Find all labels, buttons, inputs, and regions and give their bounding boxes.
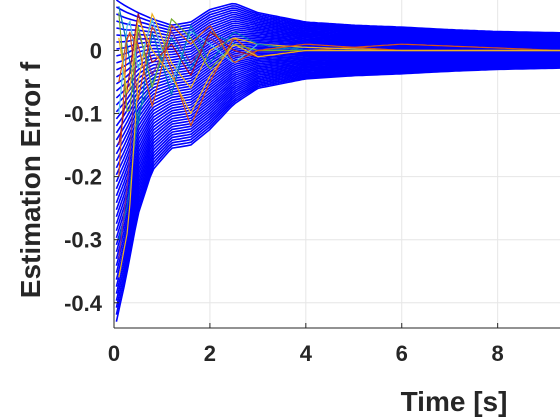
x-tick-label-0: 0 bbox=[108, 341, 120, 366]
y-axis-label: Estimation Error f bbox=[15, 61, 46, 298]
band-line-15 bbox=[115, 55, 560, 218]
band-line-39 bbox=[116, 18, 560, 50]
x-axis-label: Time [s] bbox=[401, 386, 508, 417]
band-line-11 bbox=[115, 58, 560, 246]
band-line-46 bbox=[115, 0, 560, 34]
band-line-4 bbox=[115, 64, 560, 294]
y-tick-label-4: -0.4 bbox=[64, 291, 103, 316]
series-group bbox=[118, 6, 560, 278]
band-line-32 bbox=[115, 33, 560, 99]
series-line-11 bbox=[118, 17, 560, 115]
y-tick-label-3: -0.3 bbox=[64, 228, 102, 253]
y-tick-labels: 0 -0.1 -0.2 -0.3 -0.4 bbox=[64, 38, 103, 315]
band-line-34 bbox=[115, 28, 560, 85]
axes bbox=[113, 0, 560, 329]
band-line-28 bbox=[115, 41, 560, 127]
x-tick-label-4: 8 bbox=[492, 341, 504, 366]
band-line-18 bbox=[115, 53, 560, 197]
band-line-16 bbox=[115, 55, 560, 211]
band-line-14 bbox=[115, 56, 560, 225]
x-tick-label-2: 4 bbox=[300, 341, 313, 366]
band-line-30 bbox=[115, 37, 560, 113]
band-line-43 bbox=[116, 9, 560, 36]
y-tick-label-1: -0.1 bbox=[64, 102, 102, 127]
band-line-7 bbox=[115, 61, 560, 273]
band-line-2 bbox=[115, 65, 560, 308]
y-tick-label-0: 0 bbox=[90, 38, 102, 63]
y-tick-label-2: -0.2 bbox=[64, 165, 102, 190]
band-line-36 bbox=[116, 24, 560, 71]
x-tick-label-3: 6 bbox=[396, 341, 408, 366]
band-line-9 bbox=[115, 60, 560, 260]
band-line-20 bbox=[115, 52, 560, 183]
band-line-41 bbox=[116, 13, 560, 40]
x-tick-label-1: 2 bbox=[204, 341, 216, 366]
x-tick-labels: 0 2 4 6 8 bbox=[108, 341, 504, 366]
band-line-0 bbox=[115, 67, 560, 322]
band-line-17 bbox=[115, 54, 560, 204]
band-line-1 bbox=[115, 66, 560, 315]
